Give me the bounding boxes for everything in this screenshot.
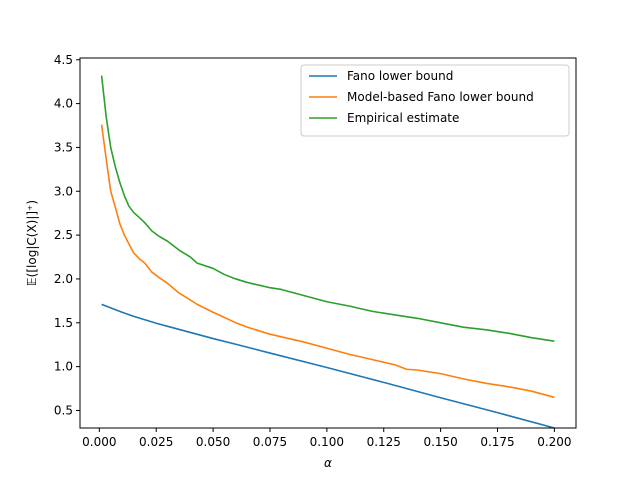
series-line-empirical-estimate bbox=[100, 75, 555, 342]
x-axis-label: α bbox=[324, 456, 332, 470]
y-tick-label: 2.5 bbox=[54, 228, 73, 242]
x-tick-label: 0.125 bbox=[367, 435, 401, 449]
y-tick-label: 3.5 bbox=[54, 140, 73, 154]
x-tick-label: 0.200 bbox=[537, 435, 571, 449]
x-tick-label: 0.175 bbox=[480, 435, 514, 449]
plot-frame bbox=[79, 57, 577, 429]
y-tick-label: 4.0 bbox=[54, 97, 73, 111]
legend-box bbox=[300, 64, 570, 137]
y-tick-label: 2.0 bbox=[54, 272, 73, 286]
y-tick-label: 0.5 bbox=[54, 403, 73, 417]
y-tick-label: 4.5 bbox=[54, 53, 73, 67]
y-tick-label: 3.0 bbox=[54, 184, 73, 198]
x-axis-ticks: 0.000 0.025 0.050 0.075 0.100 0.125 0.150 0.175… bbox=[82, 428, 572, 449]
x-tick-label: 0.025 bbox=[139, 435, 173, 449]
plot-lines bbox=[100, 75, 555, 429]
series-line-fano-lower-bound bbox=[101, 303, 555, 429]
y-tick-label: 1.5 bbox=[54, 316, 73, 330]
x-tick-label: 0.000 bbox=[82, 435, 116, 449]
x-tick-label: 0.100 bbox=[310, 435, 344, 449]
x-tick-label: 0.050 bbox=[196, 435, 230, 449]
x-tick-label: 0.075 bbox=[253, 435, 287, 449]
legend-label: Model-based Fano lower bound bbox=[347, 90, 534, 104]
series-line-model-based-fano-lower-bound bbox=[100, 124, 555, 399]
legend-label: Empirical estimate bbox=[347, 111, 459, 125]
y-axis-label: 𝔼([log|C(X)|]⁺) bbox=[25, 200, 39, 286]
y-tick-label: 1.0 bbox=[54, 360, 73, 374]
y-axis-ticks: 0.5 1.0 1.5 2.0 2.5 3.0 3.5 4.0 4.5 bbox=[54, 53, 80, 417]
legend: Fano lower bound Model-based Fano lower b… bbox=[300, 64, 570, 137]
x-tick-label: 0.150 bbox=[423, 435, 457, 449]
legend-label: Fano lower bound bbox=[347, 69, 453, 83]
